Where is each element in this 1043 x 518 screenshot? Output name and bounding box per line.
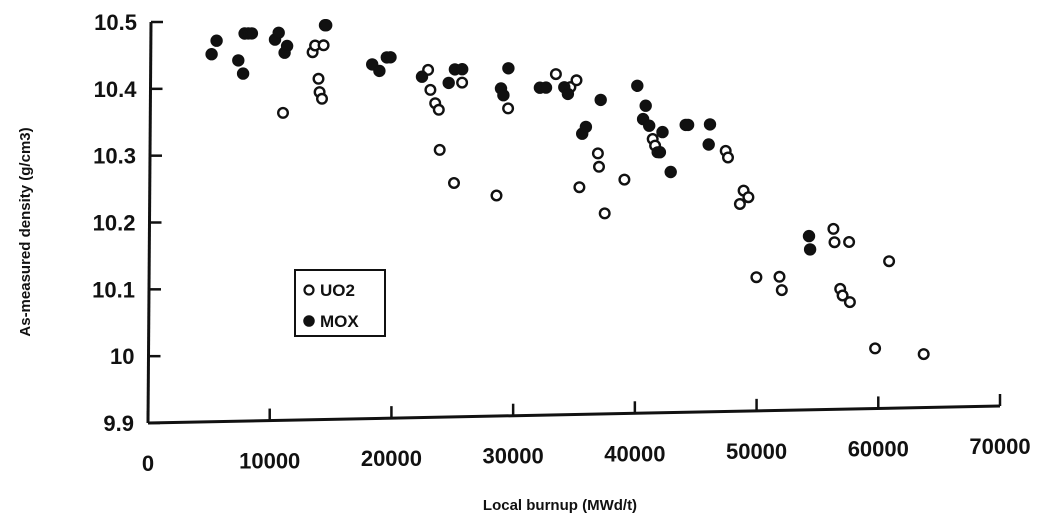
y-tick-label: 10.2 [93,211,136,236]
uo2-point [433,143,446,156]
legend: UO2 MOX [294,269,386,337]
uo2-point [828,236,841,249]
x-tick-label: 50000 [726,439,787,464]
y-axis-title: As-measured density (g/cm3) [17,127,34,336]
uo2-point [317,39,330,52]
uo2-point [827,222,840,235]
y-tick-label: 10.4 [94,77,138,102]
uo2-point [742,191,755,204]
uo2-point [573,181,586,194]
y-tick-label: 10.1 [92,277,135,302]
uo2-point [570,74,583,87]
uo2-point [836,289,849,302]
uo2-point [456,76,469,89]
x-axis-line [147,404,1001,425]
uo2-point [843,235,856,248]
y-tick-label: 10 [110,344,134,369]
x-tick-label: 20000 [361,446,422,471]
mox-point [384,51,397,64]
uo2-point [490,189,503,202]
mox-point [232,54,245,67]
uo2-point [593,160,606,173]
uo2-point [502,102,515,115]
x-tick-label: 40000 [604,441,665,466]
uo2-point [312,72,325,85]
mox-point [272,26,285,39]
mox-point [210,34,223,47]
mox-point [561,87,575,101]
mox-point [320,19,333,32]
x-ticks: 0 10000 20000 30000 40000 50000 60000 70000 [142,394,1031,476]
uo2-point [598,207,611,220]
mox-point [702,138,715,151]
x-tick-label: 0 [142,451,154,476]
mox-point [802,229,816,243]
uo2-point [775,284,788,297]
legend-mox-marker [303,315,315,327]
x-tick-label: 10000 [239,449,300,474]
mox-point [497,88,510,102]
y-tick-label: 10.5 [94,10,137,35]
mox-point [236,67,250,80]
x-axis-title: Local burnup (MWd/t) [483,497,637,514]
mox-point [681,118,695,132]
mox-point [579,120,593,134]
uo2-point [448,176,461,189]
uo2-point [432,103,445,116]
uo2-point [843,296,856,309]
mox-point [205,48,218,61]
mox-point [415,70,429,83]
uo2-point [591,147,604,160]
legend-uo2-marker [303,284,315,296]
uo2-point [883,255,896,268]
uo2-point [722,151,735,164]
mox-point [656,125,669,139]
uo2-point [277,106,290,119]
mox-point [456,62,469,76]
legend-mox-label: MOX [320,312,359,331]
uo2-point [773,270,786,283]
mox-point [442,76,455,90]
data-points [205,19,930,361]
mox-point [703,118,717,131]
uo2-point [869,342,882,355]
uo2-point [917,348,930,361]
mox-point [373,64,386,78]
uo2-point [733,197,746,210]
x-tick-label: 60000 [848,436,909,461]
mox-point [539,81,553,94]
mox-point [594,93,607,107]
uo2-point [316,92,329,105]
uo2-point [424,83,437,96]
mox-point [653,145,667,159]
y-ticks: 9.9 10 10.1 10.2 10.3 10.4 10.5 [92,10,163,436]
uo2-point [750,271,763,284]
mox-point [803,243,817,256]
x-tick-label: 70000 [969,434,1030,459]
mox-point [643,119,656,132]
mox-point [639,99,652,112]
legend-uo2-label: UO2 [320,281,355,300]
mox-point [245,27,259,40]
mox-point [631,79,644,93]
uo2-point [549,68,562,81]
y-tick-label: 10.3 [93,144,136,169]
y-tick-label: 9.9 [103,411,134,436]
x-tick-label: 30000 [483,444,544,469]
mox-point [280,39,294,53]
uo2-point [618,173,631,186]
mox-point [664,165,677,179]
mox-point [502,62,515,75]
